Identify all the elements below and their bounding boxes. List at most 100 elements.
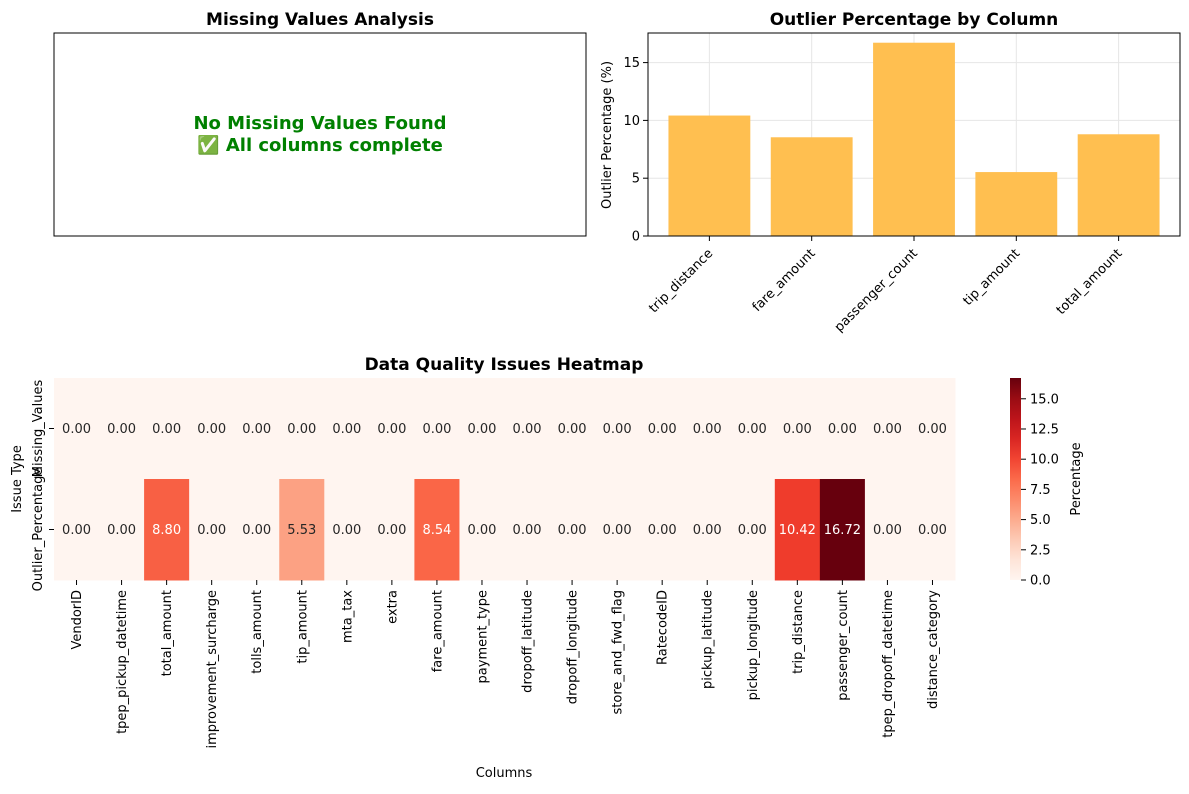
heatmap-cell (414, 378, 460, 480)
heatmap-col-label: dropoff_longitude (566, 590, 581, 704)
heatmap-cell-label: 0.00 (62, 422, 91, 437)
heatmap-col-label: store_and_fwd_flag (611, 590, 626, 714)
heatmap-cell-label: 0.00 (648, 422, 677, 437)
heatmap-cell-label: 0.00 (467, 523, 496, 538)
colorbar-tick-label: 2.5 (1030, 543, 1051, 558)
heatmap-cell-label: 0.00 (558, 422, 587, 437)
heatmap-cell-label: 0.00 (738, 422, 767, 437)
heatmap-cell (144, 479, 190, 581)
heatmap-col-label: tolls_amount (250, 590, 265, 674)
colorbar-tick-label: 15.0 (1030, 392, 1059, 407)
heatmap-col-label: pickup_longitude (746, 590, 761, 700)
heatmap-cell-label: 0.00 (873, 523, 902, 538)
heatmap-cell-label: 0.00 (513, 422, 542, 437)
bar-y-tick-label: 10 (623, 114, 640, 129)
heatmap-cell (234, 378, 280, 480)
bar-x-tick-label: tip_amount (960, 246, 1023, 309)
heatmap-col-label: trip_distance (791, 590, 806, 674)
heatmap-col-label: payment_type (475, 590, 490, 683)
heatmap-col-label: distance_category (926, 590, 941, 709)
heatmap-cell (774, 479, 821, 581)
heatmap-cell-label: 0.00 (377, 422, 406, 437)
colorbar (1010, 378, 1021, 580)
heatmap-cell (684, 378, 731, 480)
heatmap-cell-label: 0.00 (513, 523, 542, 538)
heatmap-cell (774, 378, 821, 480)
heatmap-cell-label: 0.00 (918, 523, 947, 538)
colorbar-label: Percentage (1069, 442, 1084, 515)
heatmap-col-label: RatecodeID (656, 590, 671, 665)
heatmap-cell-label: 0.00 (332, 523, 361, 538)
heatmap-cell-label: 0.00 (107, 523, 136, 538)
colorbar-tick-label: 0.0 (1030, 574, 1051, 589)
bar-y-tick-label: 15 (623, 56, 640, 71)
heatmap-cell-label: 0.00 (332, 422, 361, 437)
bar-y-axis: 0 5 10 15 (623, 56, 648, 245)
heatmap-cell-label: 0.00 (152, 422, 181, 437)
bar-x-tick-label: passenger_count (832, 246, 921, 335)
heatmap-col-label: pickup_latitude (701, 590, 716, 689)
heatmap-cell (729, 378, 776, 480)
heatmap-col-label: mta_tax (340, 590, 355, 643)
heatmap-cell (459, 479, 505, 581)
heatmap-cell-label: 0.00 (693, 422, 722, 437)
heatmap-cell-label: 0.00 (242, 523, 271, 538)
heatmap-cell (819, 479, 866, 581)
heatmap-cell-label: 0.00 (377, 523, 406, 538)
heatmap-x-axis-label: Columns (476, 766, 533, 781)
heatmap-cell (459, 378, 505, 480)
missing-values-message-line-2: ✅ All columns complete (197, 134, 443, 156)
bar-chart-title: Outlier Percentage by Column (770, 10, 1059, 30)
heatmap-col-label: fare_amount (430, 590, 445, 672)
heatmap-cell-label: 0.00 (62, 523, 91, 538)
heatmap-cell (99, 479, 145, 581)
heatmap-cell-label: 0.00 (603, 422, 632, 437)
heatmap-cell (909, 378, 956, 480)
heatmap-cell (99, 378, 145, 480)
heatmap-cell (54, 479, 100, 581)
heatmap-cell-label: 0.00 (558, 523, 587, 538)
heatmap-cell (189, 479, 235, 581)
bar-tip_amount (975, 172, 1058, 236)
heatmap-row-label: Outlier_Percentage (31, 468, 46, 592)
heatmap-cell (279, 479, 325, 581)
heatmap-cell (189, 378, 235, 480)
heatmap-cell-label: 8.80 (152, 523, 181, 538)
heatmap-cell (639, 378, 686, 480)
heatmap-cell (54, 378, 100, 480)
heatmap-x-axis: VendorID tpep_pickup_datetime total_amount… (70, 580, 941, 749)
heatmap-cell-label: 0.00 (738, 523, 767, 538)
heatmap-cell (864, 378, 911, 480)
heatmap-cell (729, 479, 776, 581)
heatmap-cell (369, 479, 415, 581)
heatmap-col-label: extra (385, 590, 400, 624)
bar-marks (668, 42, 1160, 236)
colorbar-ticks: 0.0 2.5 5.0 7.5 10.0 12.5 15.0 (1021, 392, 1059, 589)
bar-y-tick-label: 0 (632, 230, 640, 245)
bar-x-tick-label: total_amount (1054, 246, 1126, 318)
bar-y-tick-label: 5 (632, 172, 640, 187)
heatmap-col-label: passenger_count (836, 590, 851, 701)
heatmap-cell-label: 0.00 (467, 422, 496, 437)
heatmap-cell (549, 479, 596, 581)
colorbar-tick-label: 12.5 (1030, 422, 1059, 437)
heatmap-cell (594, 479, 641, 581)
heatmap-cell-label: 0.00 (783, 422, 812, 437)
heatmap-cell-label: 0.00 (197, 523, 226, 538)
heatmap-cell-label: 0.00 (422, 422, 451, 437)
heatmap-col-label: improvement_surcharge (205, 590, 220, 749)
heatmap-cell-label: 0.00 (197, 422, 226, 437)
heatmap-cell (504, 378, 551, 480)
heatmap-cells (54, 378, 956, 581)
missing-values-frame (53, 32, 587, 237)
heatmap-col-label: tpep_pickup_datetime (115, 590, 130, 734)
bar-total_amount (1077, 134, 1160, 236)
heatmap-cell-label: 10.42 (779, 523, 816, 538)
colorbar-tick-label: 7.5 (1030, 483, 1051, 498)
heatmap-cell-label: 0.00 (603, 523, 632, 538)
outlier-bar-panel: Outlier Percentage by Column 0 5 10 15 trip… (600, 10, 1181, 335)
heatmap-col-label: tip_amount (295, 590, 310, 664)
heatmap-col-label: dropoff_latitude (521, 590, 536, 693)
